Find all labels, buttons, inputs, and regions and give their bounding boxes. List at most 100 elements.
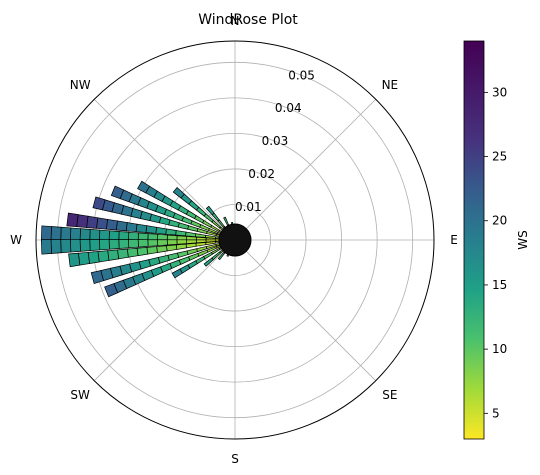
colorbar-tick-label: 10 xyxy=(492,342,507,356)
direction-label: N xyxy=(231,14,240,28)
radial-tick-label: 0.03 xyxy=(262,134,289,148)
wedge-segment xyxy=(110,185,125,200)
direction-label: E xyxy=(450,233,458,247)
colorbar-label: WS xyxy=(516,230,530,249)
wedge-segment xyxy=(203,257,214,267)
wedge-segment xyxy=(187,225,199,232)
wedge-segment xyxy=(157,239,168,247)
wedge-segment xyxy=(146,246,158,255)
wedge-segment xyxy=(177,222,190,230)
wedge-segment xyxy=(89,239,101,252)
wedge-segment xyxy=(89,228,101,241)
wedge-segment xyxy=(175,243,187,250)
wedge-segment xyxy=(137,239,149,248)
grid-spoke xyxy=(94,239,236,381)
wedge xyxy=(92,196,236,241)
center-hub xyxy=(218,223,252,257)
wedge-segment xyxy=(205,205,215,216)
wedge-segment xyxy=(90,270,104,285)
direction-labels: N NE E SE S SW W NW xyxy=(10,14,458,466)
wedge-segment xyxy=(186,248,198,255)
wedge-segment xyxy=(145,225,157,234)
wedge-segment xyxy=(135,223,148,233)
wedge-segment xyxy=(175,230,187,237)
wedge-segment xyxy=(107,249,120,261)
wedge-segment xyxy=(115,220,128,232)
radial-tick-labels: 0.01 0.02 0.03 0.04 0.05 xyxy=(235,68,315,214)
wedge-segment xyxy=(156,245,168,253)
wedge xyxy=(68,239,236,268)
wedge-segment xyxy=(223,216,230,226)
wedge-segment xyxy=(118,231,130,241)
wedge-segment xyxy=(92,196,106,211)
wedge-segment xyxy=(99,229,110,241)
colorbar-tick-label: 5 xyxy=(492,406,500,420)
wedge-segment xyxy=(187,252,200,261)
wedge-segment xyxy=(157,233,168,241)
wedge-segment xyxy=(79,228,91,241)
radial-tick-label: 0.02 xyxy=(248,167,275,181)
wedge-segment xyxy=(172,186,185,199)
wedge xyxy=(90,239,236,285)
wedge-segment xyxy=(147,239,159,247)
wedge-segment xyxy=(126,247,139,258)
chart-title: WindRose Plot xyxy=(198,12,298,28)
direction-label: SW xyxy=(70,388,90,402)
wedge-segment xyxy=(136,247,149,257)
wedge-segment xyxy=(96,217,108,230)
grid-spoke xyxy=(234,99,376,241)
wedge-segment xyxy=(128,231,139,241)
wedge xyxy=(40,238,236,255)
wedge-segment xyxy=(68,252,81,268)
colorbar-ticks: 5 10 15 20 25 30 xyxy=(484,85,507,420)
wedge-segment xyxy=(70,227,81,241)
colorbar-gradient xyxy=(463,40,485,440)
direction-label: NE xyxy=(382,78,399,92)
grid-spoke xyxy=(234,239,376,381)
wedge-segment xyxy=(70,239,81,253)
wedge-segment xyxy=(60,226,72,241)
wedge-segment xyxy=(97,250,110,263)
wedge-segment xyxy=(166,239,178,246)
wedge-segment xyxy=(177,250,189,258)
wedge-segment xyxy=(40,225,52,242)
wedge-segment xyxy=(66,212,79,228)
wedge-segment xyxy=(76,214,89,228)
wedge-segment xyxy=(50,239,62,254)
wedge-segment xyxy=(205,241,216,246)
wedge-segment xyxy=(60,239,72,254)
wedge-segment xyxy=(117,248,129,260)
polar-frame xyxy=(35,40,435,440)
wedge-segment xyxy=(128,239,139,249)
wedge-segment xyxy=(167,252,180,261)
wedge-segment xyxy=(108,230,120,241)
colorbar-tick-label: 30 xyxy=(492,85,507,99)
wedge-segment xyxy=(185,231,197,238)
direction-label: NW xyxy=(70,78,91,92)
wedge-segment xyxy=(137,232,149,241)
colorbar: 5 10 15 20 25 30 WS xyxy=(463,40,530,440)
wedge-segment xyxy=(40,238,52,255)
wedge-segment xyxy=(166,244,178,252)
wedge-segment xyxy=(176,239,188,245)
wedge-segment xyxy=(125,222,138,233)
wedge-segment xyxy=(186,239,197,244)
wedge-segment xyxy=(195,242,207,247)
wedge-segment xyxy=(195,233,206,238)
wedge-segment xyxy=(79,239,91,252)
wedge-segment xyxy=(165,228,177,236)
wedge-segment xyxy=(171,268,183,279)
colorbar-tick-label: 15 xyxy=(492,278,507,292)
wedge xyxy=(66,212,236,241)
wedge-segment xyxy=(86,215,99,229)
wedge-segment xyxy=(168,219,180,228)
colorbar-tick-label: 25 xyxy=(492,150,507,164)
radial-tick-label: 0.01 xyxy=(235,200,262,214)
wedge-segment xyxy=(104,283,119,298)
wedge-segment xyxy=(217,251,226,261)
wedge-segment xyxy=(77,251,90,266)
wedge-segment xyxy=(99,239,110,251)
radial-tick-label: 0.05 xyxy=(288,68,315,82)
direction-label: S xyxy=(231,452,239,466)
